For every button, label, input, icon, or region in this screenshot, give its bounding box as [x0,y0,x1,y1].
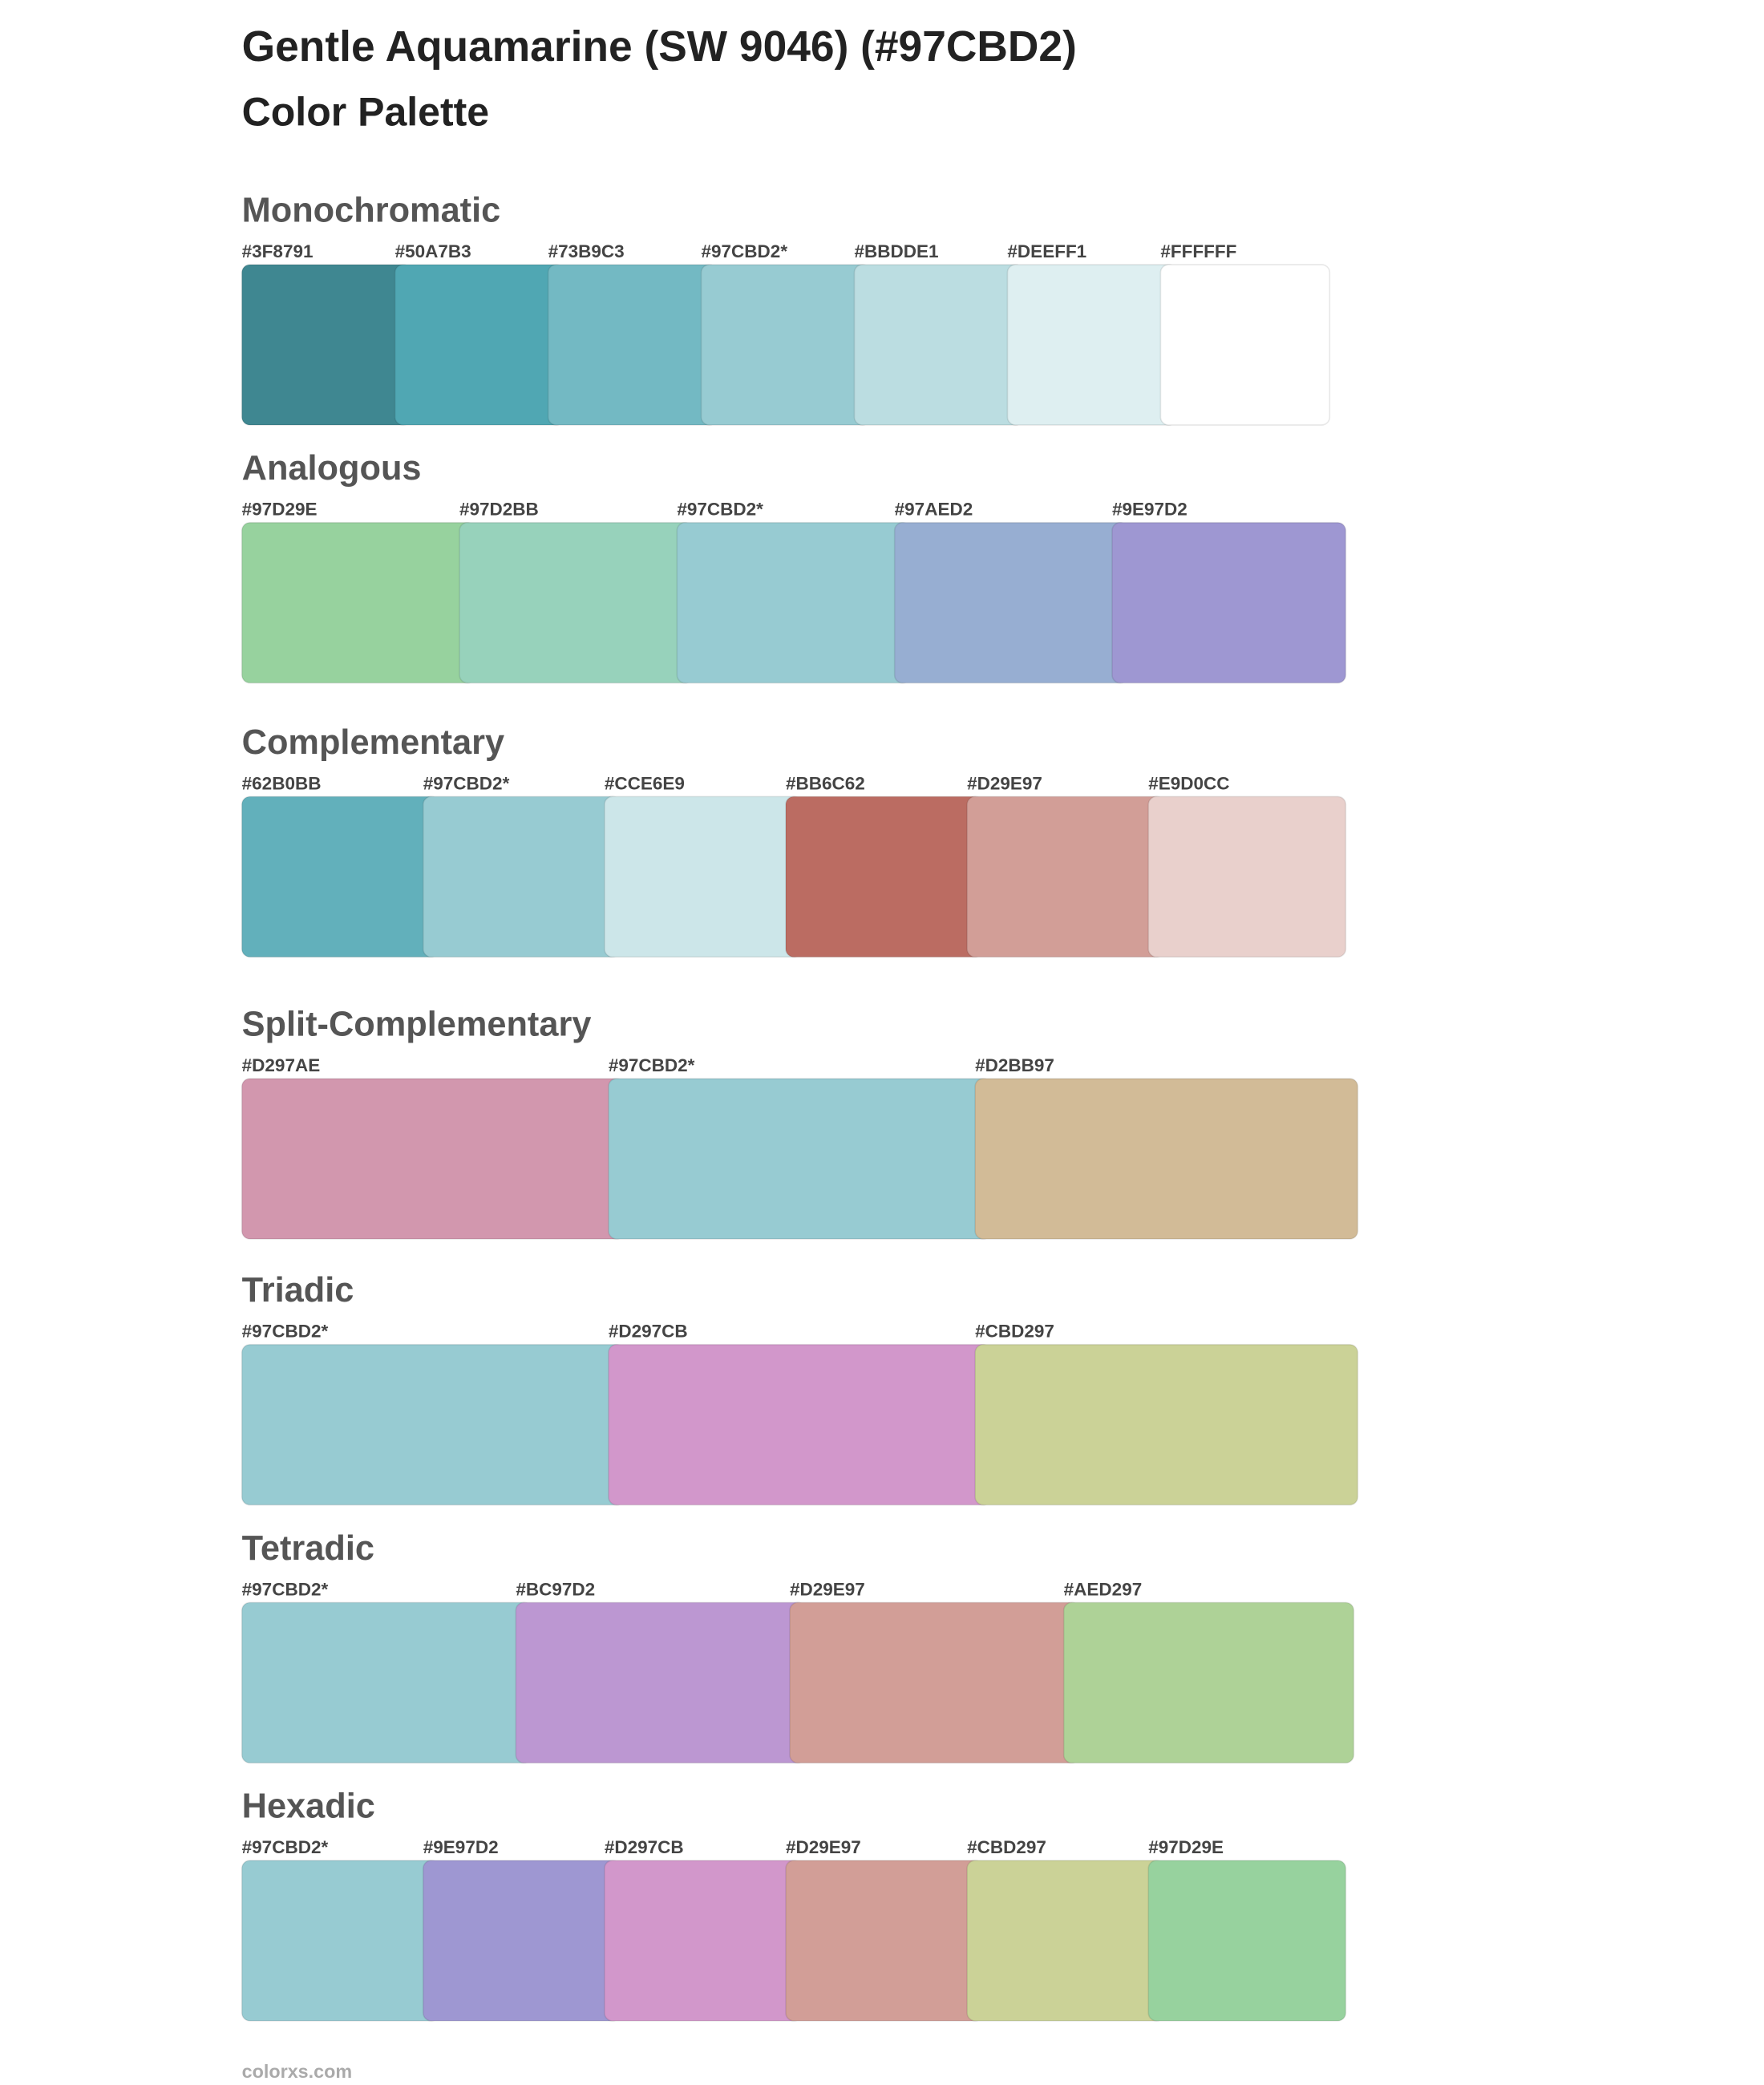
swatch-label: #62B0BB [242,773,322,793]
section-heading: Monochromatic [242,191,501,229]
swatch-label: #97D29E [242,500,318,520]
color-swatch [422,1860,621,2022]
section-heading: Triadic [242,1271,354,1310]
swatch-label: #97CBD2* [242,1579,329,1599]
color-swatch [515,1601,807,1764]
color-swatch [608,1343,992,1506]
swatch-label: #BBDDE1 [854,241,938,261]
swatch-label: #D29E97 [786,1837,861,1857]
swatch-label: #CBD297 [967,1837,1046,1857]
swatch-label: #97CBD2* [242,1837,329,1857]
color-swatch [1006,264,1178,426]
color-swatch [608,1078,992,1240]
swatch-label: #97CBD2* [702,241,788,261]
color-swatch [241,1078,625,1240]
swatch-label: #FFFFFF [1160,241,1236,261]
footer-link[interactable]: colorxs.com [242,2061,352,2082]
color-swatch [241,264,412,426]
page-title: Gentle Aquamarine (SW 9046) (#97CBD2) [242,23,1077,71]
color-swatch [604,1860,803,2022]
color-swatch [1147,796,1347,958]
swatch-label: #AED297 [1064,1579,1143,1599]
color-swatch [241,796,440,958]
color-swatch [459,521,694,684]
color-swatch [547,264,718,426]
swatch-label: #97D2BB [459,500,539,520]
page-subtitle: Color Palette [242,90,489,135]
swatch-label: #D29E97 [790,1579,865,1599]
swatch-label: #97CBD2* [609,1055,695,1075]
swatch-label: #CCE6E9 [605,773,685,793]
swatch-label: #97CBD2* [242,1322,329,1342]
color-swatch [422,796,621,958]
color-swatch [1159,264,1331,426]
swatch-label: #BC97D2 [516,1579,595,1599]
color-swatch [700,264,872,426]
color-swatch [604,796,803,958]
color-swatch [1147,1860,1347,2022]
section-heading: Analogous [242,449,422,488]
swatch-label: #D297AE [242,1055,321,1075]
swatch-label: #73B9C3 [548,241,625,261]
swatch-label: #E9D0CC [1148,773,1229,793]
color-swatch [966,796,1166,958]
color-swatch [974,1078,1359,1240]
color-swatch [785,1860,984,2022]
color-swatch [241,1343,625,1506]
color-swatch [789,1601,1081,1764]
color-swatch [241,521,476,684]
color-swatch [785,796,984,958]
swatch-label: #97AED2 [895,500,973,520]
section-heading: Hexadic [242,1787,375,1825]
color-swatch [241,1860,440,2022]
color-swatch [676,521,912,684]
swatch-label: #D29E97 [967,773,1042,793]
color-swatch [1111,521,1347,684]
color-swatch [1062,1601,1355,1764]
swatch-label: #D297CB [609,1322,688,1342]
swatch-label: #9E97D2 [1112,500,1187,520]
color-swatch [974,1343,1359,1506]
color-swatch [241,1601,533,1764]
swatch-label: #BB6C62 [786,773,865,793]
swatch-label: #DEEFF1 [1007,241,1086,261]
color-swatch [853,264,1025,426]
swatch-label: #97CBD2* [677,500,763,520]
color-swatch [893,521,1129,684]
swatch-label: #97CBD2* [423,773,510,793]
swatch-label: #D297CB [605,1837,684,1857]
swatch-label: #9E97D2 [423,1837,499,1857]
color-swatch [966,1860,1166,2022]
swatch-label: #50A7B3 [395,241,471,261]
color-swatch [394,264,565,426]
swatch-label: #CBD297 [975,1322,1054,1342]
swatch-label: #D2BB97 [975,1055,1054,1075]
swatch-label: #97D29E [1148,1837,1224,1857]
section-heading: Complementary [242,723,504,762]
swatch-label: #3F8791 [242,241,314,261]
section-heading: Split-Complementary [242,1005,592,1043]
section-heading: Tetradic [242,1529,374,1568]
